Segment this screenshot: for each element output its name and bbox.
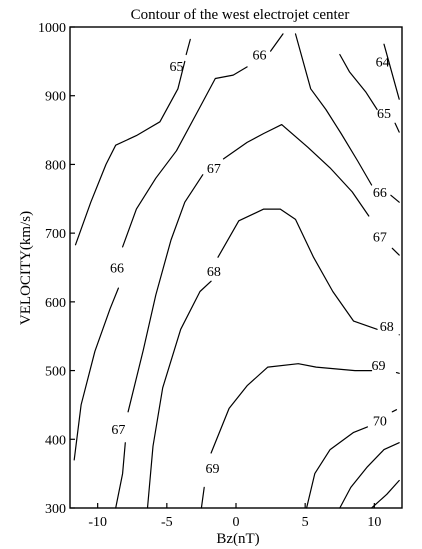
contour-label-66-1: 66 — [253, 49, 267, 64]
contour-lines — [73, 33, 400, 509]
contour-line-65-1-1 — [185, 38, 191, 56]
contour-label-65-1: 65 — [377, 107, 391, 122]
x-tick-label--10: -10 — [88, 515, 107, 530]
contour-line-66-2-4 — [390, 194, 400, 203]
contour-line-65-1-3 — [394, 122, 400, 133]
contour-line-69-5-1 — [210, 363, 373, 454]
contour-labels: 64 65 65 66 66 66 67 67 67 68 68 69 69 70 — [110, 49, 394, 478]
contour-line-unlabeled-7-0 — [339, 442, 400, 509]
contour-line-64-0-0 — [383, 43, 400, 100]
contour-line-65-1-2 — [339, 53, 378, 111]
contour-label-67-2: 67 — [373, 231, 387, 246]
y-tick-label-800: 800 — [45, 158, 66, 173]
contour-line-65-1-0 — [74, 60, 186, 246]
contour-line-67-3-0 — [115, 442, 126, 509]
contour-line-69-5-2 — [395, 372, 400, 374]
y-tick-label-1000: 1000 — [38, 21, 66, 36]
y-axis-ticks: 300 400 500 600 700 800 900 1000 — [38, 21, 75, 517]
contour-label-67-1: 67 — [207, 162, 221, 177]
contour-line-66-2-3 — [294, 33, 373, 186]
x-tick-label-10: 10 — [367, 515, 381, 530]
contour-line-67-3-1 — [127, 174, 204, 413]
contour-line-66-2-0 — [73, 287, 119, 461]
x-axis-ticks: -10 -5 0 5 10 — [88, 503, 381, 530]
y-tick-label-900: 900 — [45, 90, 66, 105]
contour-label-66-2: 66 — [373, 186, 387, 201]
contour-line-unlabeled-8-0 — [371, 479, 400, 509]
y-tick-label-600: 600 — [45, 296, 66, 311]
x-tick-label-0: 0 — [233, 515, 240, 530]
contour-label-69-1: 69 — [372, 359, 386, 374]
contour-label-68-0: 68 — [207, 265, 221, 280]
contour-label-68-1: 68 — [380, 320, 394, 335]
contour-line-66-2-2 — [270, 33, 284, 52]
x-tick-label-5: 5 — [302, 515, 309, 530]
y-tick-label-300: 300 — [45, 502, 66, 517]
contour-label-67-0: 67 — [111, 423, 125, 438]
contour-label-70-0: 70 — [373, 415, 387, 430]
contour-line-68-4-1 — [217, 208, 378, 330]
contour-line-67-3-3 — [391, 247, 400, 256]
contour-label-69-0: 69 — [206, 462, 220, 477]
chart-title: Contour of the west electrojet center — [131, 7, 350, 23]
contour-line-69-5-0 — [200, 486, 205, 509]
contour-line-67-3-2 — [222, 124, 370, 217]
contour-line-68-4-0 — [146, 280, 212, 509]
x-axis-label: Bz(nT) — [216, 531, 259, 547]
contour-line-70-6-1 — [391, 409, 398, 413]
contour-label-64-0: 64 — [376, 55, 390, 70]
y-tick-label-400: 400 — [45, 433, 66, 448]
contour-label-66-0: 66 — [110, 262, 124, 277]
contour-label-65-0: 65 — [170, 60, 184, 75]
contour-line-70-6-0 — [306, 426, 368, 509]
y-tick-label-700: 700 — [45, 227, 66, 242]
x-tick-label--5: -5 — [161, 515, 173, 530]
contour-line-66-2-1 — [122, 66, 248, 248]
y-axis-label: VELOCITY(km/s) — [18, 211, 34, 325]
y-tick-label-500: 500 — [45, 365, 66, 380]
